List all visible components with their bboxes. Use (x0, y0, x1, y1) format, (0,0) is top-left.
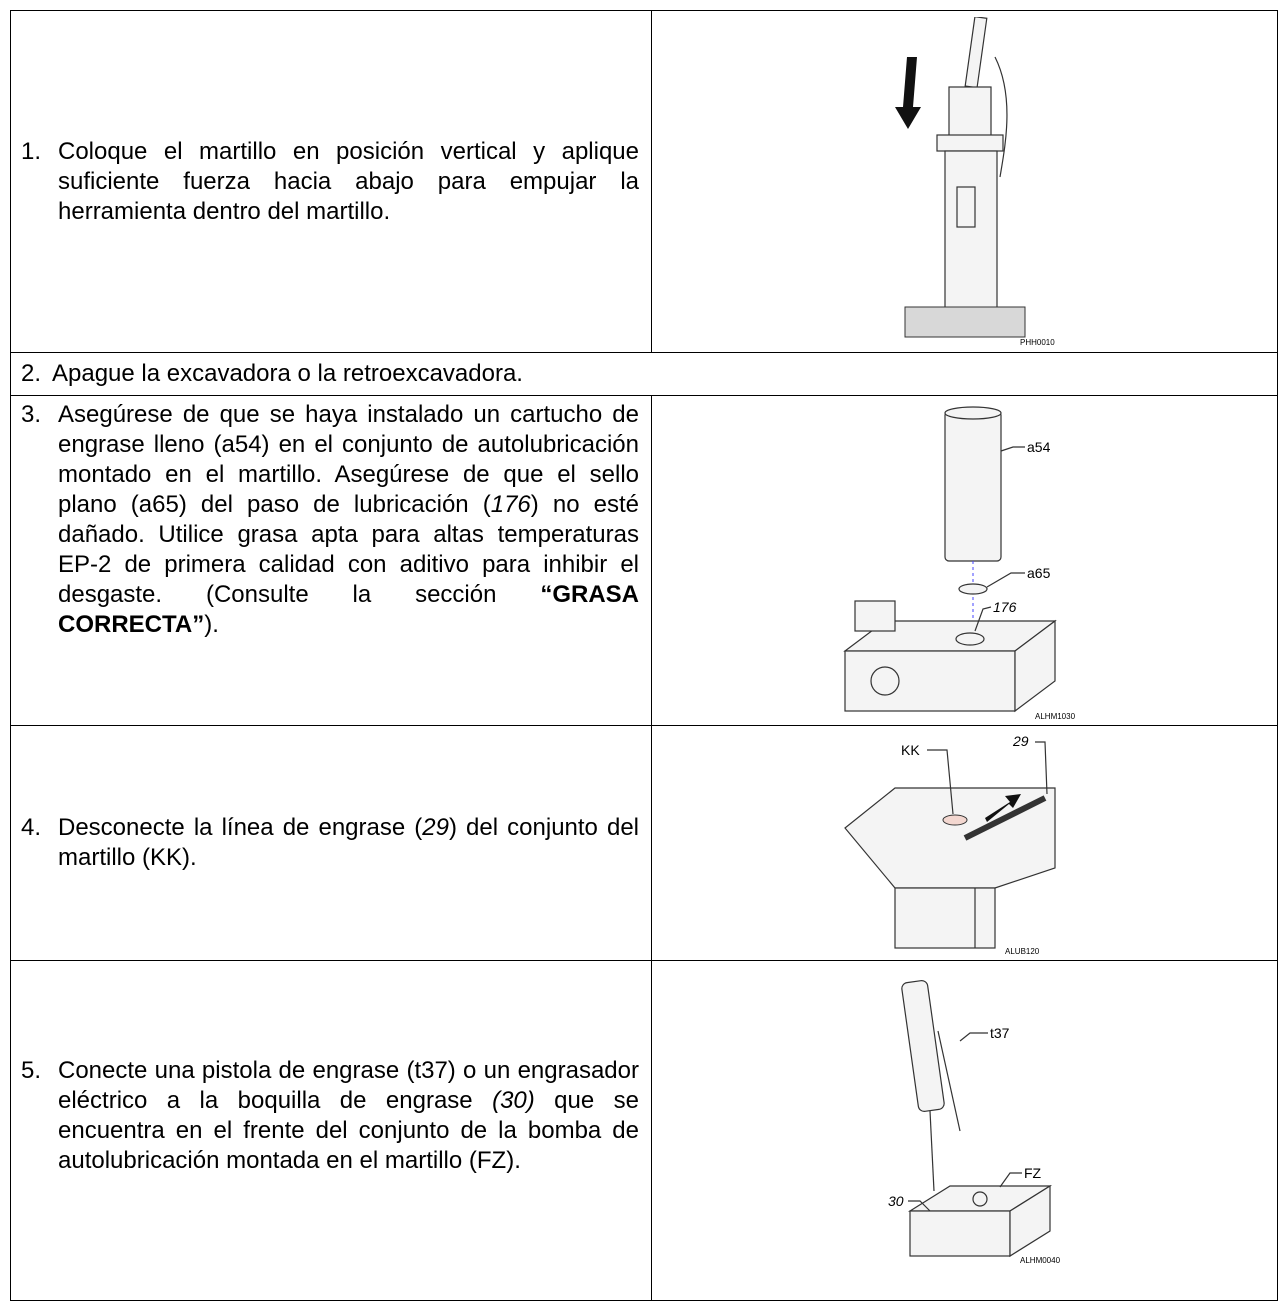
cartridge-top (943, 405, 1002, 420)
boom (963, 16, 987, 88)
port (971, 1191, 988, 1207)
figure-label: FZ (1024, 1165, 1042, 1181)
step-text: Conecte una pistola de engrase (t37) o u… (58, 1056, 639, 1176)
block-front (843, 649, 1016, 712)
text-segment: ) no esté dañado. Utilice grasa apta par… (58, 491, 639, 608)
block-side (1013, 619, 1056, 712)
figure-label: 30 (888, 1193, 904, 1209)
step-text: Apague la excavadora o la retroexcavador… (52, 359, 1265, 389)
text-segment: 176 (490, 491, 531, 518)
leader (986, 571, 1025, 588)
figure-label: 176 (993, 599, 1017, 615)
cartridge (943, 409, 1002, 562)
leader (907, 1200, 930, 1212)
hose (963, 795, 1046, 841)
step: 2. Apague la excavadora o la retroexcavad… (11, 359, 1277, 389)
step: 1. Coloque el martillo en posición vertic… (11, 137, 651, 227)
step-number: 1. (21, 137, 42, 165)
cover (853, 599, 896, 632)
step-number: 2. (21, 360, 42, 387)
text-segment: Coloque el martillo en posición vertical… (58, 137, 639, 225)
grease-line-figure: KK 29 ALUB120 (843, 733, 1056, 956)
figure-cell: a54 a65 176 ALHM1030 (651, 395, 1278, 726)
figure-label: 29 (1012, 733, 1029, 749)
figure-cell: PHH0010 (651, 10, 1278, 353)
figure-code: PHH0010 (1020, 338, 1055, 347)
hole (942, 814, 967, 826)
figure-label: a54 (1027, 439, 1051, 455)
text-segment: que se encuentra en el frente del conjun… (58, 1086, 639, 1174)
leader (959, 1032, 988, 1042)
text-segment: ). (204, 611, 219, 638)
figure-cell: KK 29 ALUB120 (651, 725, 1278, 961)
step-row: 5. Conecte una pistola de engrase (t37) o… (10, 960, 1278, 1301)
step-number: 4. (21, 814, 42, 841)
text-segment: Desconecte la línea de engrase ( (58, 814, 423, 841)
lube-figure: a54 a65 176 ALHM1030 (842, 405, 1076, 721)
step-text: Desconecte la línea de engrase (29) del … (58, 813, 639, 873)
leader (1000, 445, 1025, 452)
text-segment: Asegúrese de que se haya instalado un ca… (58, 401, 639, 518)
hose (993, 56, 1008, 177)
figure-label: KK (901, 742, 920, 758)
hammer-figure: PHH0010 (894, 16, 1055, 347)
step: 3. Asegúrese de que se haya instalado un … (11, 400, 651, 640)
text-cell: 2. Apague la excavadora o la retroexcavad… (10, 352, 1278, 396)
rock (904, 306, 1025, 337)
text-cell: 5. Conecte una pistola de engrase (t37) o… (10, 960, 652, 1301)
nozzle (928, 1110, 935, 1192)
pump-side (1008, 1184, 1051, 1258)
figure-code: ALHM1030 (1035, 712, 1076, 721)
step-number: 5. (21, 1056, 42, 1084)
text-cell: 4. Desconecte la línea de engrase (29) de… (10, 725, 652, 961)
bore (954, 631, 985, 646)
text-segment: 29 (422, 814, 449, 841)
top-plate (935, 133, 1004, 152)
text-segment: ) del conjunto del martillo (KK). (58, 814, 640, 871)
block-front (893, 887, 996, 949)
text-segment: (30) (492, 1086, 535, 1114)
text-segment: Conecte una pistola de engrase (t37) o u… (58, 1056, 639, 1114)
step-number: 3. (21, 401, 42, 428)
gun-barrel (900, 979, 945, 1113)
port (869, 665, 900, 696)
text-cell: 1. Coloque el martillo en posición vertic… (10, 10, 652, 353)
leader (1034, 741, 1048, 795)
step-row: 2. Apague la excavadora o la retroexcavad… (10, 352, 1278, 396)
seal (957, 582, 988, 595)
step: 5. Conecte una pistola de engrase (t37) o… (11, 1056, 651, 1176)
window (955, 185, 976, 228)
figure-code: ALHM0040 (1020, 1256, 1061, 1265)
hammer-body (943, 149, 998, 312)
text-cell: 3. Asegúrese de que se haya instalado un … (10, 395, 652, 726)
step-row: 1. Coloque el martillo en posición vertic… (10, 10, 1278, 353)
pump-front (908, 1210, 1011, 1257)
step-text: Coloque el martillo en posición vertical… (58, 137, 639, 227)
figure-cell: t37 FZ 30 ALHM0040 (651, 960, 1278, 1301)
text-segment: Apague la excavadora o la retroexcavador… (52, 360, 523, 387)
leader (926, 749, 954, 815)
leader (999, 1172, 1022, 1188)
bracket (947, 85, 992, 138)
figure-label: a65 (1027, 565, 1051, 581)
grease-gun-figure: t37 FZ 30 ALHM0040 (888, 979, 1061, 1265)
figure-code: ALUB120 (1005, 947, 1040, 956)
arrow (984, 794, 1021, 822)
figure-label: t37 (990, 1025, 1010, 1041)
gun-handle (936, 1030, 961, 1132)
step-row: 4. Desconecte la línea de engrase (29) de… (10, 725, 1278, 961)
steps-table: 1. Coloque el martillo en posición vertic… (10, 10, 1278, 1301)
arrow (894, 56, 921, 129)
text-segment: “GRASA CORRECTA” (58, 581, 639, 638)
step-text: Asegúrese de que se haya instalado un ca… (58, 400, 639, 640)
block (843, 787, 1056, 889)
step-row: 3. Asegúrese de que se haya instalado un … (10, 395, 1278, 726)
leader (973, 605, 991, 631)
step: 4. Desconecte la línea de engrase (29) de… (11, 813, 651, 873)
